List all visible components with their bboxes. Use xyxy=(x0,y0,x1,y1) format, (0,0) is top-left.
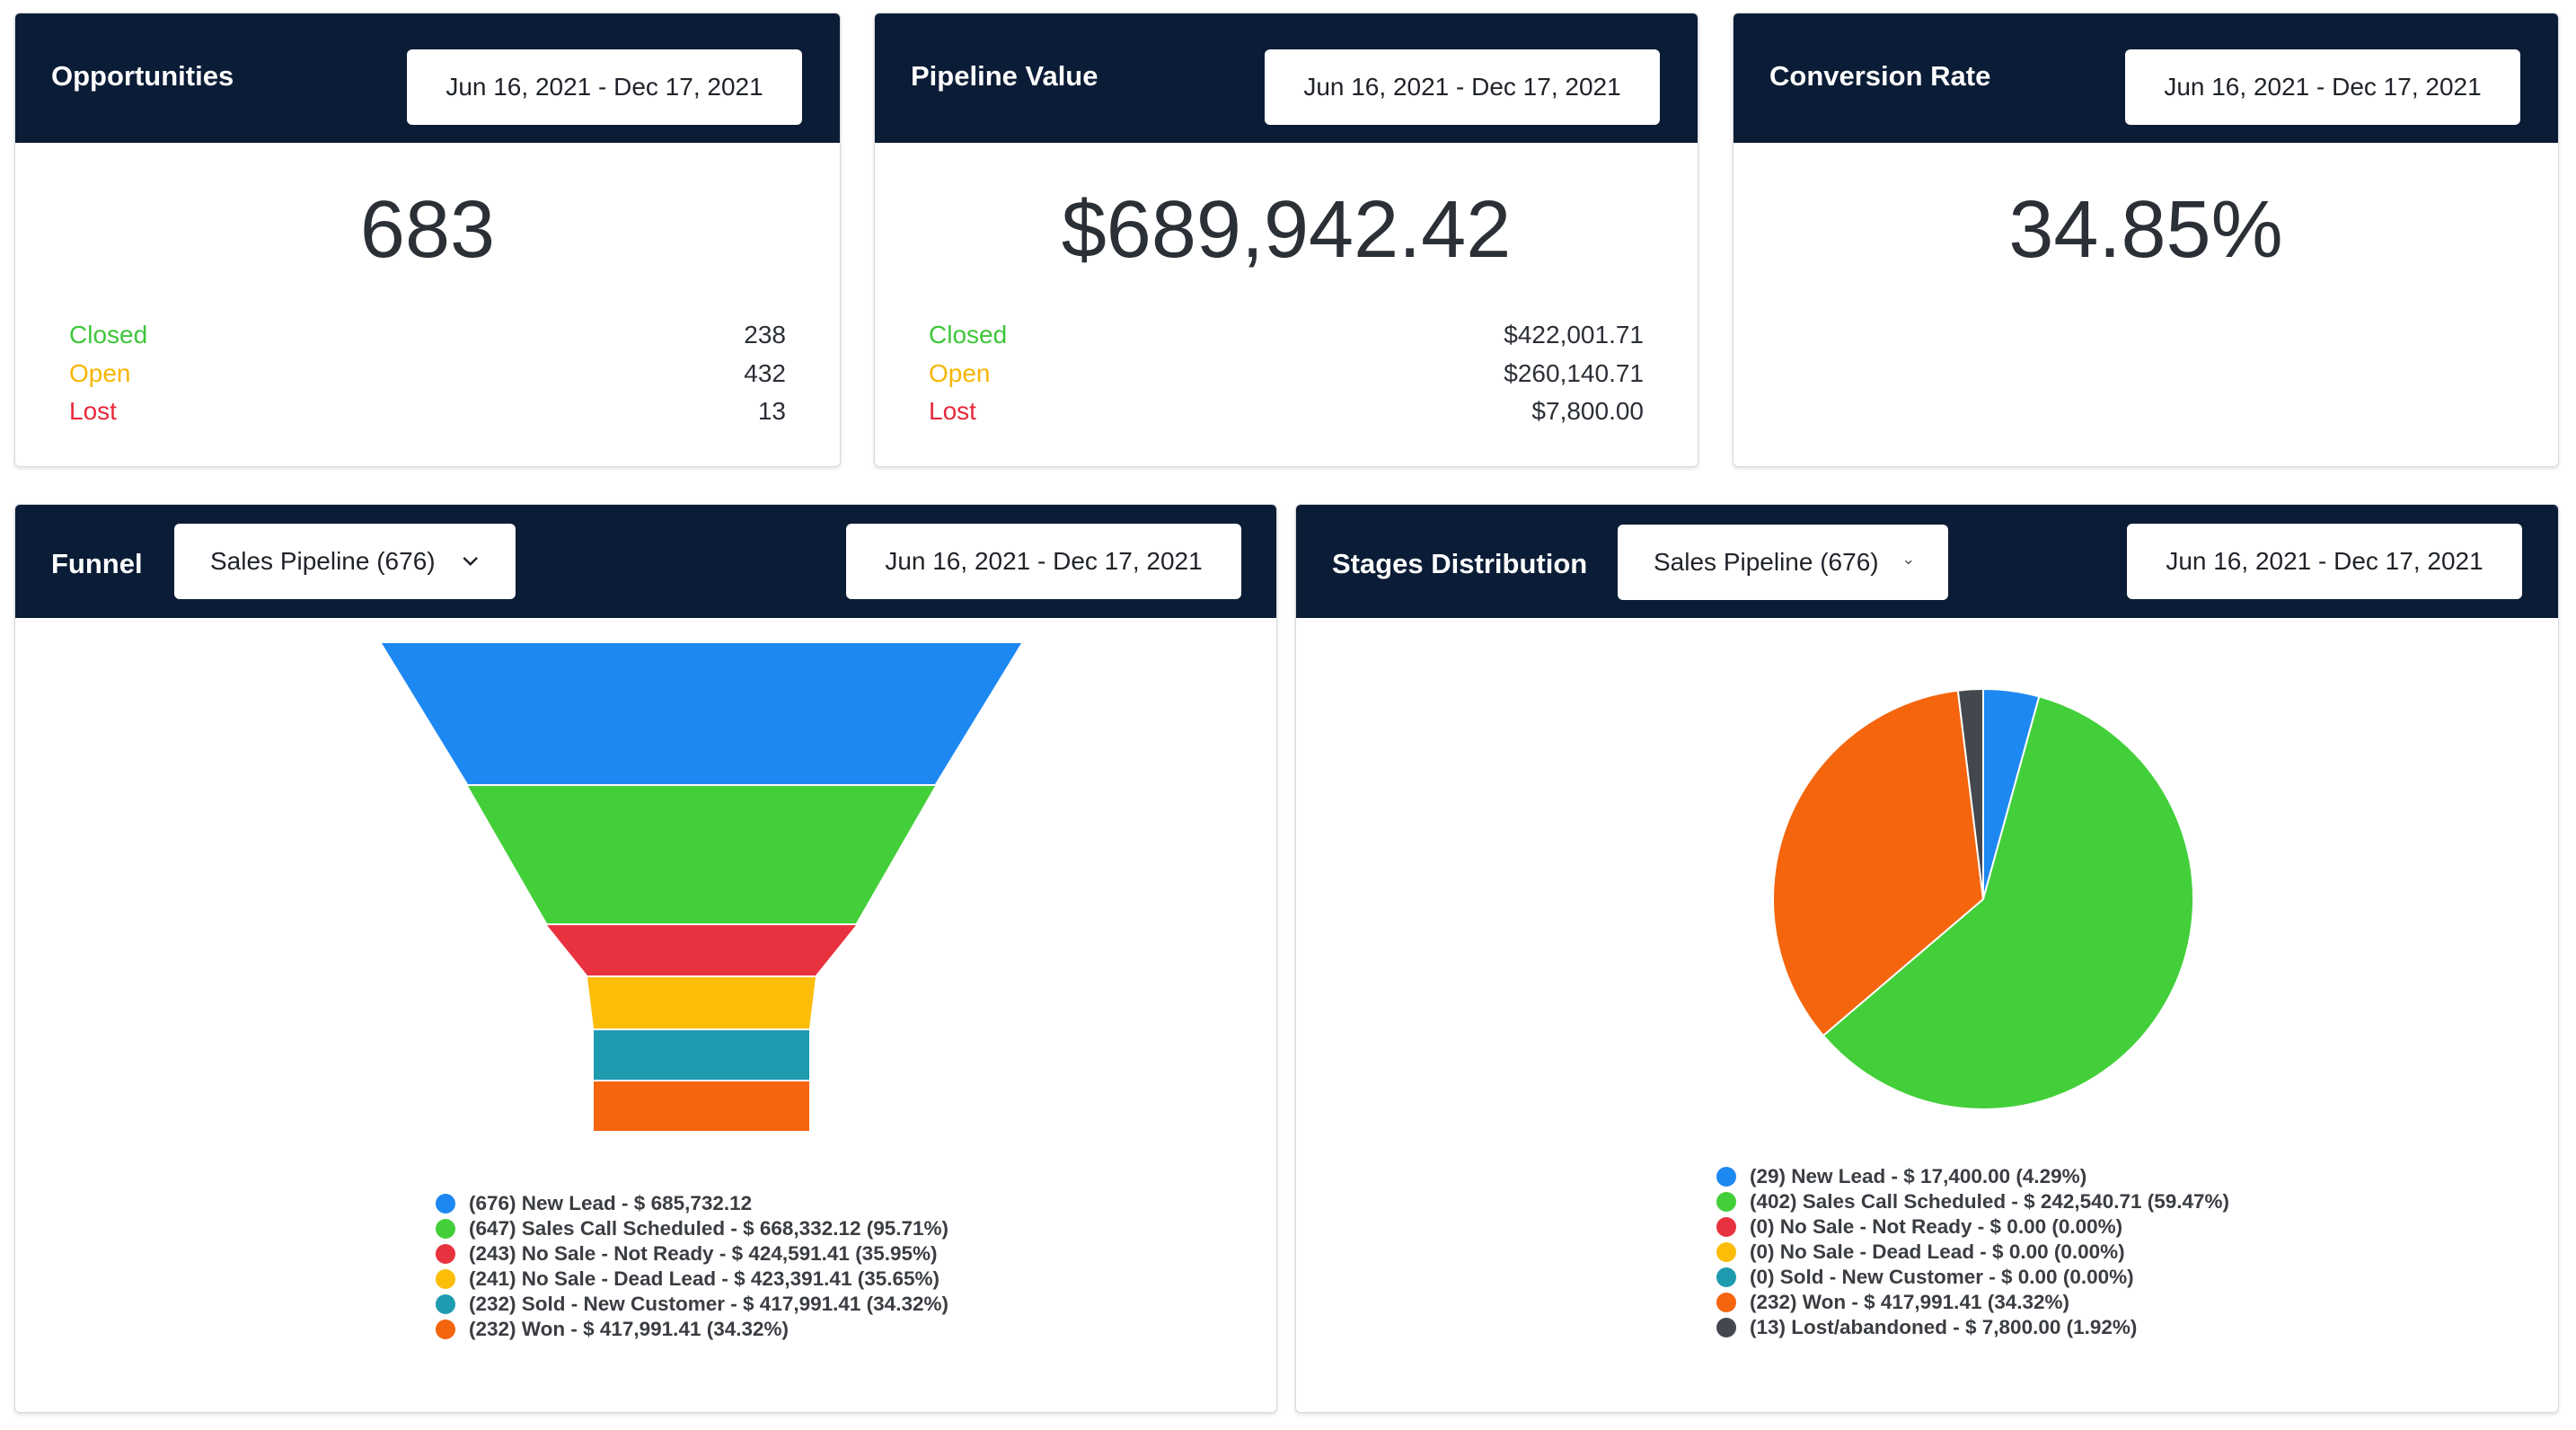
legend-text: (0) No Sale - Dead Lead - $ 0.00 (0.00%) xyxy=(1750,1240,2125,1263)
legend-item[interactable]: (13) Lost/abandoned - $ 7,800.00 (1.92%) xyxy=(1716,1315,2229,1340)
open-label: Open xyxy=(69,359,131,387)
legend-text: (0) No Sale - Not Ready - $ 0.00 (0.00%) xyxy=(1750,1215,2123,1238)
legend-item[interactable]: (29) New Lead - $ 17,400.00 (4.29%) xyxy=(1716,1164,2229,1189)
stages-date-range-button[interactable]: Jun 16, 2021 - Dec 17, 2021 xyxy=(2127,524,2522,599)
stages-title: Stages Distribution xyxy=(1332,548,1588,579)
funnel-pipeline-select-label: Sales Pipeline (676) xyxy=(210,547,436,575)
opportunities-card: Opportunities Jun 16, 2021 - Dec 17, 202… xyxy=(14,13,841,467)
pipeline-lost-row: Lost $7,800.00 xyxy=(929,397,1644,433)
legend-dot-icon xyxy=(1716,1242,1736,1262)
legend-dot-icon xyxy=(436,1194,455,1214)
pipeline-card-header: Pipeline Value Jun 16, 2021 - Dec 17, 20… xyxy=(875,13,1698,143)
funnel-card: Funnel Sales Pipeline (676) Jun 16, 2021… xyxy=(14,504,1277,1413)
legend-dot-icon xyxy=(1716,1293,1736,1312)
chevron-down-icon xyxy=(1904,560,1911,565)
funnel-chart xyxy=(382,643,1021,1131)
legend-text: (232) Won - $ 417,991.41 (34.32%) xyxy=(469,1318,790,1340)
legend-item[interactable]: (241) No Sale - Dead Lead - $ 423,391.41… xyxy=(436,1267,948,1292)
legend-dot-icon xyxy=(1716,1267,1736,1287)
funnel-legend: (676) New Lead - $ 685,732.12 (647) Sales… xyxy=(436,1191,948,1342)
chevron-down-icon xyxy=(463,557,478,567)
funnel-date-range-button[interactable]: Jun 16, 2021 - Dec 17, 2021 xyxy=(846,524,1241,599)
opportunities-open-row: Open 432 xyxy=(69,359,786,395)
stages-legend: (29) New Lead - $ 17,400.00 (4.29%) (402)… xyxy=(1716,1164,2229,1340)
legend-dot-icon xyxy=(1716,1217,1736,1237)
legend-dot-icon xyxy=(1716,1192,1736,1212)
conversion-rate-value: 34.85% xyxy=(2008,185,2283,275)
legend-item[interactable]: (402) Sales Call Scheduled - $ 242,540.7… xyxy=(1716,1189,2229,1214)
legend-dot-icon xyxy=(436,1244,455,1264)
pipeline-closed-row: Closed $422,001.71 xyxy=(929,321,1644,357)
funnel-layer-no-sale-not-ready[interactable] xyxy=(547,925,856,975)
pipeline-open-row: Open $260,140.71 xyxy=(929,359,1644,395)
pipeline-total: $689,942.42 xyxy=(1061,185,1512,275)
legend-text: (676) New Lead - $ 685,732.12 xyxy=(469,1192,753,1214)
closed-value: 238 xyxy=(744,321,786,349)
legend-text: (0) Sold - New Customer - $ 0.00 (0.00%) xyxy=(1750,1266,2134,1288)
open-value: 432 xyxy=(744,359,786,387)
lost-value: 13 xyxy=(757,397,786,425)
pipeline-date-range-button[interactable]: Jun 16, 2021 - Dec 17, 2021 xyxy=(1265,49,1660,125)
stages-card-header: Stages Distribution Sales Pipeline (676)… xyxy=(1296,505,2558,618)
legend-item[interactable]: (232) Sold - New Customer - $ 417,991.41… xyxy=(436,1292,948,1317)
legend-dot-icon xyxy=(436,1294,455,1314)
opportunities-total: 683 xyxy=(359,185,496,275)
lost-label: Lost xyxy=(929,397,976,425)
legend-item[interactable]: (0) No Sale - Dead Lead - $ 0.00 (0.00%) xyxy=(1716,1240,2229,1265)
legend-text: (241) No Sale - Dead Lead - $ 423,391.41… xyxy=(469,1267,940,1290)
legend-text: (29) New Lead - $ 17,400.00 (4.29%) xyxy=(1750,1165,2087,1187)
stages-pie-chart xyxy=(1772,687,2195,1110)
funnel-card-header: Funnel Sales Pipeline (676) Jun 16, 2021… xyxy=(15,505,1276,618)
closed-value: $422,001.71 xyxy=(1504,321,1644,349)
lost-label: Lost xyxy=(69,397,117,425)
legend-item[interactable]: (647) Sales Call Scheduled - $ 668,332.1… xyxy=(436,1216,948,1241)
legend-item[interactable]: (676) New Lead - $ 685,732.12 xyxy=(436,1191,948,1216)
legend-text: (232) Sold - New Customer - $ 417,991.41… xyxy=(469,1293,948,1315)
pipeline-title: Pipeline Value xyxy=(911,60,1098,92)
pie-slice-sales-call-scheduled[interactable] xyxy=(1822,695,2195,1110)
legend-text: (243) No Sale - Not Ready - $ 424,591.41… xyxy=(469,1242,938,1265)
legend-text: (232) Won - $ 417,991.41 (34.32%) xyxy=(1750,1291,2070,1313)
stages-pipeline-select-label: Sales Pipeline (676) xyxy=(1654,548,1879,576)
pie-slice-lost-abandoned[interactable] xyxy=(1956,687,1984,900)
stages-pipeline-select[interactable]: Sales Pipeline (676) xyxy=(1618,525,1948,600)
closed-label: Closed xyxy=(929,321,1008,349)
funnel-layer-sales-call-scheduled[interactable] xyxy=(468,786,935,923)
opportunities-date-range-button[interactable]: Jun 16, 2021 - Dec 17, 2021 xyxy=(407,49,802,125)
legend-dot-icon xyxy=(1716,1318,1736,1337)
legend-dot-icon xyxy=(436,1219,455,1239)
legend-item[interactable]: (232) Won - $ 417,991.41 (34.32%) xyxy=(1716,1290,2229,1315)
opportunities-lost-row: Lost 13 xyxy=(69,397,786,433)
opportunities-card-header: Opportunities Jun 16, 2021 - Dec 17, 202… xyxy=(15,13,840,143)
legend-text: (13) Lost/abandoned - $ 7,800.00 (1.92%) xyxy=(1750,1316,2138,1338)
legend-dot-icon xyxy=(436,1269,455,1289)
legend-text: (402) Sales Call Scheduled - $ 242,540.7… xyxy=(1750,1190,2230,1213)
funnel-layer-no-sale-dead-lead[interactable] xyxy=(587,977,816,1028)
opportunities-title: Opportunities xyxy=(51,60,234,92)
legend-text: (647) Sales Call Scheduled - $ 668,332.1… xyxy=(469,1217,949,1240)
opportunities-closed-row: Closed 238 xyxy=(69,321,786,357)
legend-dot-icon xyxy=(1716,1167,1736,1187)
funnel-layer-new-lead[interactable] xyxy=(382,643,1021,784)
open-label: Open xyxy=(929,359,991,387)
legend-item[interactable]: (243) No Sale - Not Ready - $ 424,591.41… xyxy=(436,1241,948,1267)
conversion-title: Conversion Rate xyxy=(1769,60,1991,92)
legend-item[interactable]: (0) Sold - New Customer - $ 0.00 (0.00%) xyxy=(1716,1265,2229,1290)
funnel-layer-sold-new-customer[interactable] xyxy=(594,1030,809,1080)
funnel-title: Funnel xyxy=(51,548,143,579)
legend-dot-icon xyxy=(436,1320,455,1339)
stages-distribution-card: Stages Distribution Sales Pipeline (676)… xyxy=(1295,504,2559,1413)
conversion-card-header: Conversion Rate Jun 16, 2021 - Dec 17, 2… xyxy=(1734,13,2558,143)
pipeline-value-card: Pipeline Value Jun 16, 2021 - Dec 17, 20… xyxy=(874,13,1698,467)
conversion-rate-card: Conversion Rate Jun 16, 2021 - Dec 17, 2… xyxy=(1733,13,2559,467)
pie-slice-won[interactable] xyxy=(1772,689,1985,1037)
legend-item[interactable]: (0) No Sale - Not Ready - $ 0.00 (0.00%) xyxy=(1716,1214,2229,1240)
closed-label: Closed xyxy=(69,321,148,349)
legend-item[interactable]: (232) Won - $ 417,991.41 (34.32%) xyxy=(436,1317,948,1342)
funnel-layer-won[interactable] xyxy=(594,1081,809,1131)
conversion-date-range-button[interactable]: Jun 16, 2021 - Dec 17, 2021 xyxy=(2125,49,2520,125)
lost-value: $7,800.00 xyxy=(1531,397,1644,425)
funnel-pipeline-select[interactable]: Sales Pipeline (676) xyxy=(174,524,516,599)
open-value: $260,140.71 xyxy=(1504,359,1644,387)
